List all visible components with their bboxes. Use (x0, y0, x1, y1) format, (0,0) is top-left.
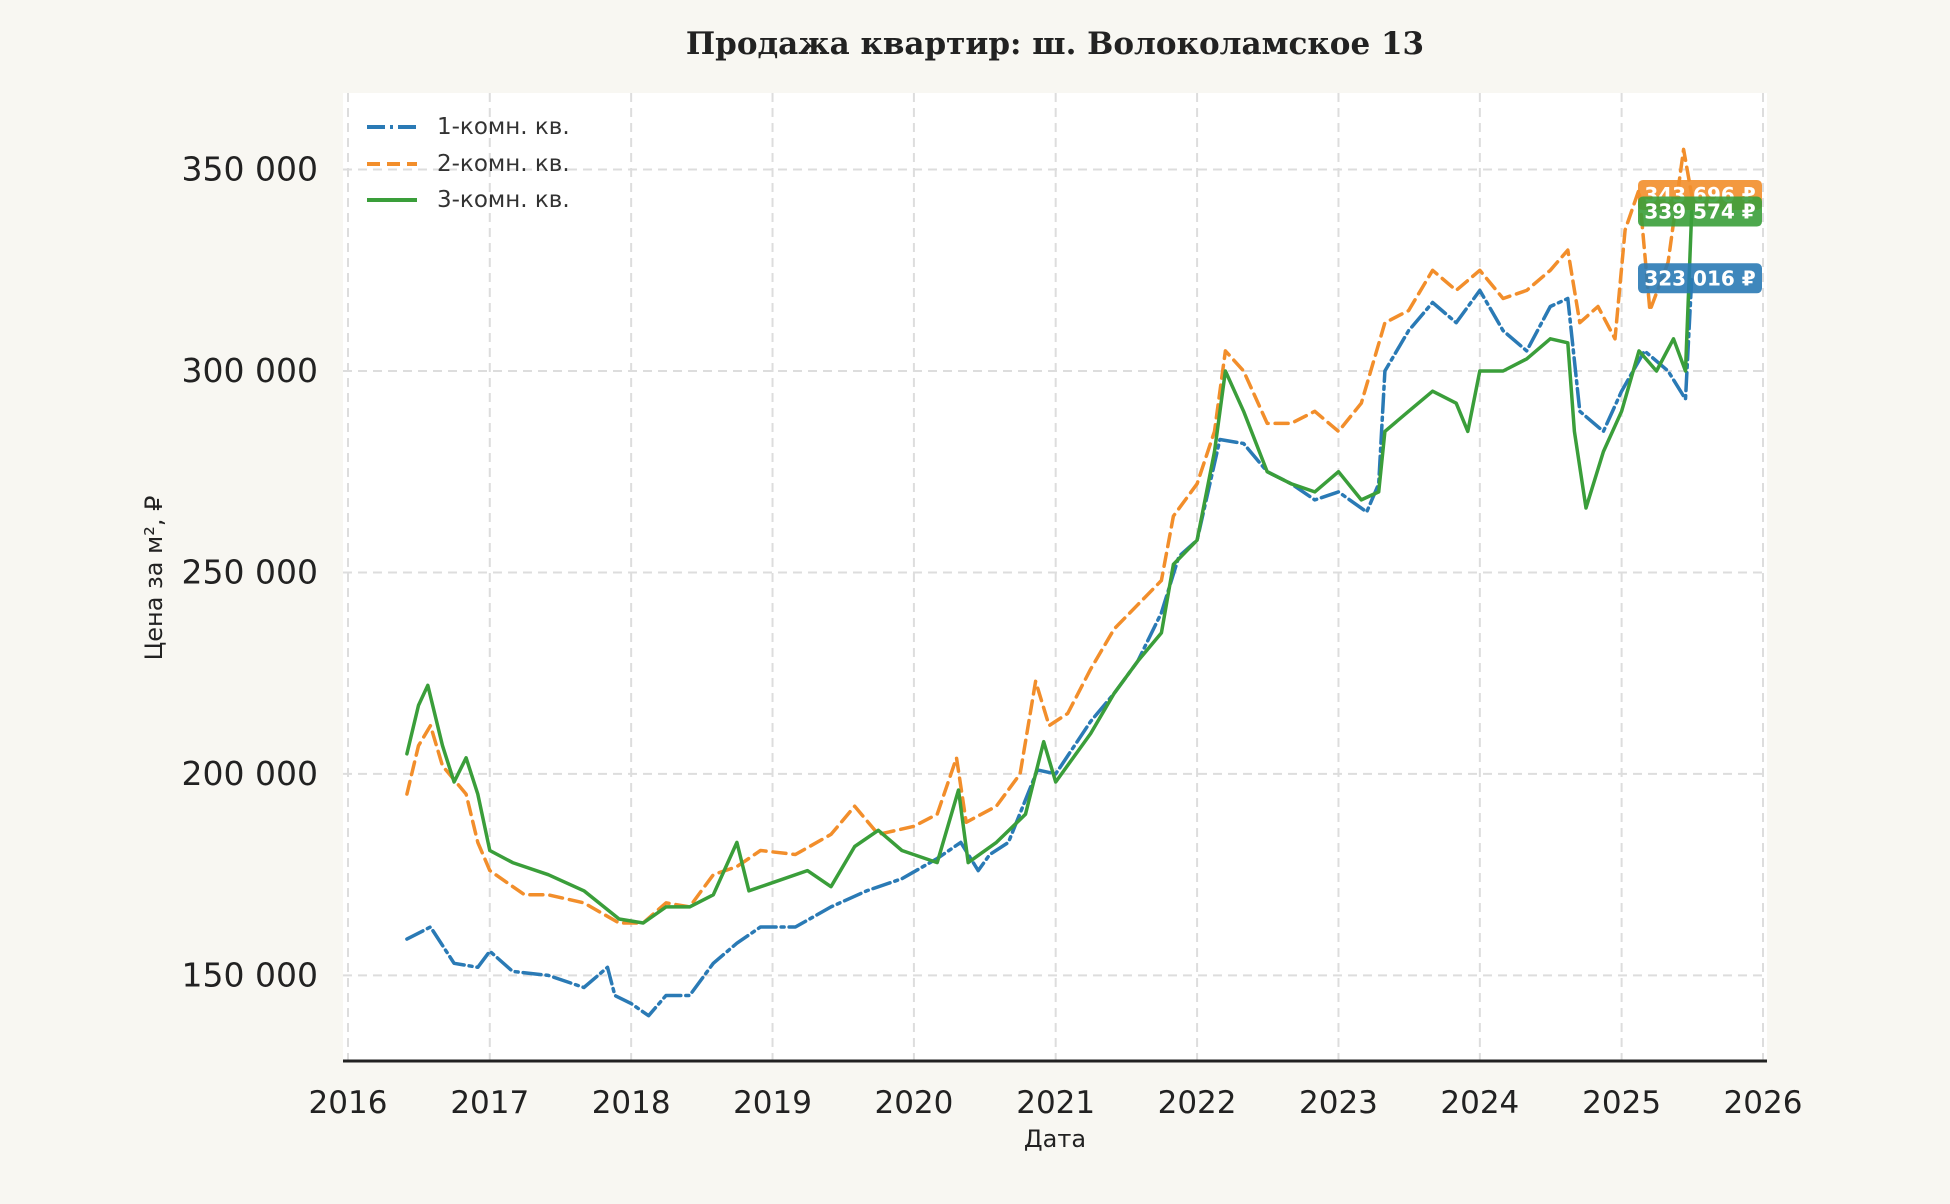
x-tick-label: 2025 (1582, 1085, 1661, 1121)
legend: 1-комн. кв. 2-комн. кв. 3-комн. кв. (367, 114, 570, 213)
x-tick-label: 2019 (733, 1085, 812, 1121)
x-tick-label: 2017 (450, 1085, 529, 1121)
x-tick-label: 2024 (1440, 1085, 1519, 1121)
series-line-3 (405, 209, 1694, 925)
end-labels: 343 696 ₽323 016 ₽339 574 ₽ (1638, 179, 1762, 294)
legend-label-series-1: 1-комн. кв. (437, 114, 570, 140)
x-tick-label: 2018 (592, 1085, 671, 1121)
y-tick-label: 150 000 (182, 955, 318, 994)
series-line-1 (405, 276, 1694, 1018)
x-tick-label: 2026 (1724, 1085, 1803, 1121)
end-label-box (1638, 263, 1762, 294)
legend-label-series-3: 3-комн. кв. (437, 187, 570, 213)
chart-title: Продажа квартир: ш. Волоколамское 13 (686, 26, 1424, 62)
x-tick-label: 2016 (309, 1085, 388, 1121)
grid (343, 93, 1767, 1060)
end-label-series-3: 339 574 ₽ (1638, 196, 1762, 227)
y-tick-label: 300 000 (182, 351, 318, 390)
y-tick-label: 350 000 (182, 150, 318, 189)
end-label-text: 339 574 ₽ (1644, 200, 1755, 224)
x-tick-label: 2020 (874, 1085, 953, 1121)
x-tick-labels: 2016 2017 2018 2019 2020 2021 2022 2023 2024 2025… (309, 1085, 1803, 1121)
series-line-2 (405, 147, 1694, 925)
y-tick-label: 200 000 (182, 754, 318, 793)
legend-label-series-2: 2-комн. кв. (437, 151, 570, 177)
x-tick-label: 2023 (1299, 1085, 1378, 1121)
end-label-text: 323 016 ₽ (1644, 266, 1755, 290)
y-tick-label: 250 000 (182, 552, 318, 591)
x-tick-label: 2022 (1158, 1085, 1237, 1121)
x-axis-label: Дата (1024, 1125, 1086, 1153)
y-tick-labels: 150 000 200 000 250 000 300 000 350 000 (182, 150, 318, 995)
series-lines (405, 147, 1694, 1018)
x-tick-label: 2021 (1016, 1085, 1095, 1121)
end-label-box (1638, 196, 1762, 227)
end-label-series-1: 323 016 ₽ (1638, 263, 1762, 294)
y-axis-label: Цена за м², ₽ (140, 496, 168, 661)
